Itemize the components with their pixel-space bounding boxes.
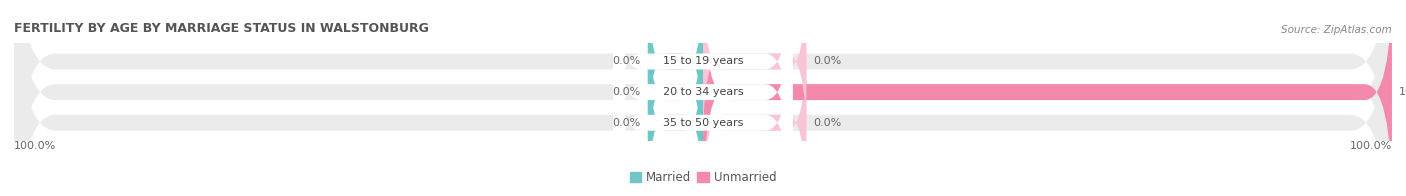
Text: 15 to 19 years: 15 to 19 years	[662, 56, 744, 66]
FancyBboxPatch shape	[703, 0, 807, 145]
FancyBboxPatch shape	[648, 8, 703, 176]
FancyBboxPatch shape	[613, 0, 793, 176]
Text: Source: ZipAtlas.com: Source: ZipAtlas.com	[1281, 25, 1392, 35]
FancyBboxPatch shape	[648, 0, 703, 145]
Text: 20 to 34 years: 20 to 34 years	[662, 87, 744, 97]
Text: 100.0%: 100.0%	[1350, 141, 1392, 151]
FancyBboxPatch shape	[14, 0, 1392, 196]
FancyBboxPatch shape	[14, 0, 1392, 196]
Text: FERTILITY BY AGE BY MARRIAGE STATUS IN WALSTONBURG: FERTILITY BY AGE BY MARRIAGE STATUS IN W…	[14, 22, 429, 35]
FancyBboxPatch shape	[14, 0, 1392, 196]
FancyBboxPatch shape	[648, 39, 703, 196]
Text: 0.0%: 0.0%	[613, 87, 641, 97]
Legend: Married, Unmarried: Married, Unmarried	[624, 167, 782, 189]
Text: 35 to 50 years: 35 to 50 years	[662, 118, 744, 128]
Text: 100.0%: 100.0%	[14, 141, 56, 151]
FancyBboxPatch shape	[613, 0, 793, 196]
Text: 0.0%: 0.0%	[813, 118, 841, 128]
FancyBboxPatch shape	[703, 39, 807, 196]
Text: 0.0%: 0.0%	[813, 56, 841, 66]
Text: 0.0%: 0.0%	[613, 118, 641, 128]
Text: 100.0%: 100.0%	[1399, 87, 1406, 97]
FancyBboxPatch shape	[613, 8, 793, 196]
Text: 0.0%: 0.0%	[613, 56, 641, 66]
FancyBboxPatch shape	[703, 0, 1392, 196]
